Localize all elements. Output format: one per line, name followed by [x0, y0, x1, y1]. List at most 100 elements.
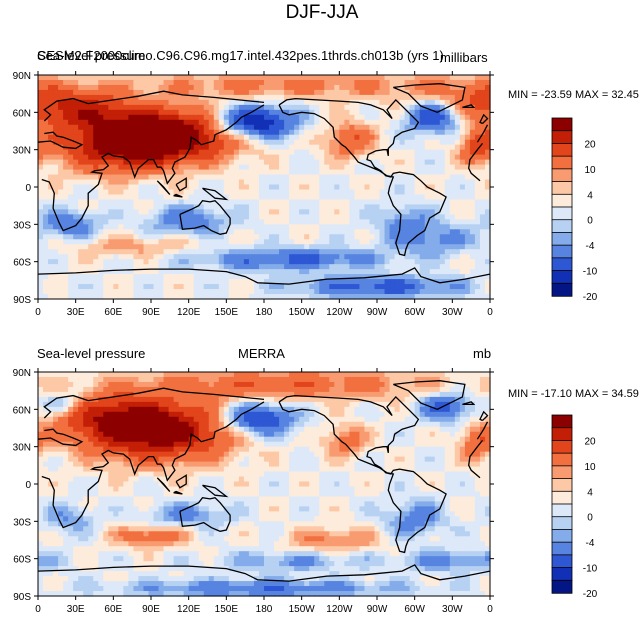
heatmap-cell — [173, 234, 180, 240]
heatmap-cell — [439, 134, 446, 141]
heatmap-cell — [48, 229, 54, 235]
heatmap-cell — [464, 264, 471, 270]
heatmap-cell — [479, 154, 486, 161]
heatmap-cell — [228, 239, 235, 245]
heatmap-cell — [123, 386, 129, 393]
heatmap-cell — [78, 406, 84, 413]
heatmap-cell — [364, 381, 371, 388]
heatmap-cell — [78, 254, 84, 260]
heatmap-cell — [304, 204, 310, 210]
heatmap-cell — [429, 269, 436, 275]
heatmap-cell — [128, 189, 135, 196]
heatmap-cell — [103, 284, 109, 290]
heatmap-cell — [78, 219, 84, 225]
heatmap-cell — [133, 139, 140, 146]
heatmap-cell — [173, 84, 180, 91]
heatmap-cell — [148, 89, 155, 96]
heatmap-cell — [243, 194, 250, 201]
heatmap-cell — [53, 104, 59, 111]
heatmap-cell — [369, 219, 376, 225]
heatmap-cell — [113, 289, 119, 295]
heatmap-cell — [364, 259, 371, 265]
heatmap-cell — [309, 149, 315, 156]
heatmap-cell — [173, 259, 180, 265]
heatmap-cell — [238, 164, 245, 171]
heatmap-cell — [334, 139, 340, 146]
heatmap-cell — [178, 124, 185, 131]
heatmap-cell — [63, 194, 69, 201]
heatmap-cell — [289, 79, 295, 86]
heatmap-cell — [419, 149, 426, 156]
heatmap-cell — [143, 376, 150, 383]
heatmap-cell — [304, 189, 310, 196]
heatmap-cell — [284, 279, 290, 285]
heatmap-cell — [88, 159, 94, 166]
heatmap-cell — [419, 209, 426, 215]
heatmap-cell — [148, 119, 155, 126]
heatmap-cell — [299, 154, 305, 161]
heatmap-cell — [188, 94, 195, 101]
heatmap-cell — [369, 284, 376, 290]
heatmap-cell — [484, 84, 491, 91]
heatmap-cell — [359, 169, 366, 176]
heatmap-cell — [429, 209, 436, 215]
heatmap-cell — [88, 179, 94, 186]
heatmap-cell — [374, 239, 381, 245]
heatmap-cell — [218, 199, 225, 206]
heatmap-cell — [253, 406, 260, 413]
heatmap-cell — [324, 89, 330, 96]
heatmap-cell — [213, 294, 220, 300]
heatmap-cell — [339, 264, 345, 270]
heatmap-cell — [294, 104, 300, 111]
heatmap-cell — [63, 99, 69, 106]
heatmap-cell — [464, 254, 471, 260]
heatmap-cell — [344, 396, 350, 403]
heatmap-cell — [223, 159, 230, 166]
heatmap-cell — [444, 391, 451, 398]
heatmap-cell — [459, 264, 466, 270]
heatmap-cell — [153, 376, 160, 383]
heatmap-cell — [108, 174, 114, 181]
heatmap-cell — [264, 89, 270, 96]
heatmap-cell — [238, 381, 245, 388]
heatmap-cell — [269, 274, 275, 280]
heatmap-cell — [198, 229, 205, 235]
heatmap-cell — [193, 381, 200, 388]
heatmap-cell — [454, 294, 461, 300]
heatmap-cell — [253, 159, 260, 166]
heatmap-cell — [183, 386, 190, 393]
heatmap-cell — [143, 239, 150, 245]
heatmap-cell — [248, 214, 255, 220]
heatmap-cell — [253, 289, 260, 295]
heatmap-cell — [198, 154, 205, 161]
heatmap-cell — [264, 269, 270, 275]
heatmap-cell — [389, 104, 396, 111]
heatmap-cell — [98, 406, 104, 413]
heatmap-cell — [98, 239, 104, 245]
heatmap-cell — [264, 289, 270, 295]
heatmap-cell — [439, 154, 446, 161]
heatmap-cell — [248, 139, 255, 146]
heatmap-cell — [93, 94, 99, 101]
heatmap-cell — [264, 274, 270, 280]
heatmap-cell — [203, 154, 210, 161]
heatmap-cell — [484, 279, 491, 285]
heatmap-cell — [183, 79, 190, 86]
heatmap-cell — [279, 89, 285, 96]
heatmap-cell — [464, 239, 471, 245]
heatmap-cell — [103, 129, 109, 136]
heatmap-cell — [294, 401, 300, 408]
heatmap-cell — [444, 169, 451, 176]
heatmap-cell — [439, 396, 446, 403]
heatmap-cell — [158, 109, 165, 116]
heatmap-cell — [434, 159, 441, 166]
heatmap-cell — [399, 411, 406, 418]
heatmap-cell — [148, 289, 155, 295]
heatmap-cell — [459, 119, 466, 126]
heatmap-cell — [289, 164, 295, 171]
heatmap-cell — [389, 119, 396, 126]
heatmap-cell — [63, 169, 69, 176]
heatmap-cell — [349, 179, 355, 186]
heatmap-cell — [399, 234, 406, 240]
heatmap-cell — [208, 139, 215, 146]
